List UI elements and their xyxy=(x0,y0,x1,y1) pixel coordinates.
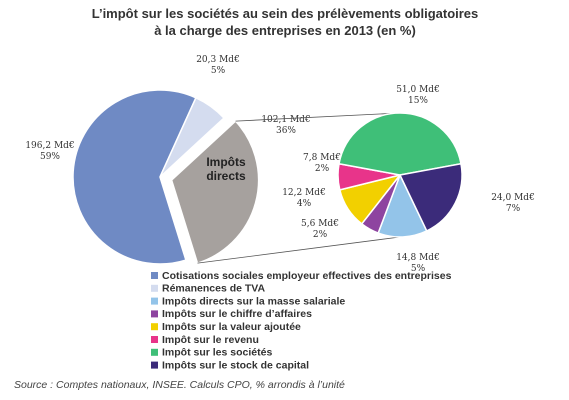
legend-swatch xyxy=(151,348,158,356)
legend-swatch xyxy=(151,310,158,318)
amount-label: 14,8 Md€ xyxy=(396,253,440,263)
connector xyxy=(235,112,401,122)
percent-label: 4% xyxy=(297,199,312,209)
legend-label: Rémanences de TVA xyxy=(162,283,266,295)
percent-label: 5% xyxy=(211,66,226,76)
pie-slice xyxy=(170,120,260,265)
legend-label: Impôt sur les sociétés xyxy=(162,347,272,359)
legend-label: Impôts sur la valeur ajoutée xyxy=(162,321,301,333)
legend-label: Cotisations sociales employeur effective… xyxy=(162,270,452,282)
percent-label: 36% xyxy=(276,126,296,136)
legend-swatch xyxy=(151,323,158,331)
amount-label: 51,0 Md€ xyxy=(396,85,440,95)
amount-label: 12,2 Md€ xyxy=(282,188,326,198)
chart-title: à la charge des entreprises en 2013 (en … xyxy=(154,23,416,38)
slice-label: Impôts directs xyxy=(206,155,246,183)
amount-label: 24,0 Md€ xyxy=(491,193,535,203)
pie-slice xyxy=(398,162,463,232)
connector xyxy=(197,236,401,264)
legend-label: Impôts sur le chiffre d’affaires xyxy=(162,308,312,320)
pie-slice xyxy=(159,96,226,178)
percent-label: 2% xyxy=(313,230,328,240)
legend-swatch xyxy=(151,336,158,343)
legend-swatch xyxy=(151,361,158,369)
amount-label: 102,1 Md€ xyxy=(261,115,310,125)
percent-label: 7% xyxy=(506,204,521,214)
percent-label: 59% xyxy=(40,152,60,162)
percent-label: 5% xyxy=(411,264,426,274)
amount-label: 5,6 Md€ xyxy=(301,219,339,229)
legend-label: Impôts sur le stock de capital xyxy=(162,359,309,371)
legend-swatch xyxy=(151,284,158,292)
amount-label: 196,2 Md€ xyxy=(25,141,74,151)
pie-slice xyxy=(338,112,462,176)
legend-label: Impôt sur le revenu xyxy=(162,334,259,346)
source: Source : Comptes nationaux, INSEE. Calcu… xyxy=(14,379,345,391)
amount-label: 7,8 Md€ xyxy=(303,153,341,163)
chart-title: L’impôt sur les sociétés au sein des pré… xyxy=(92,6,479,21)
pie-slice xyxy=(72,89,197,265)
legend-swatch xyxy=(151,297,158,305)
percent-label: 2% xyxy=(315,164,330,174)
percent-label: 15% xyxy=(408,96,428,106)
legend-swatch xyxy=(151,272,158,279)
legend-label: Impôts directs sur la masse salariale xyxy=(162,295,345,307)
amount-label: 20,3 Md€ xyxy=(196,55,240,65)
